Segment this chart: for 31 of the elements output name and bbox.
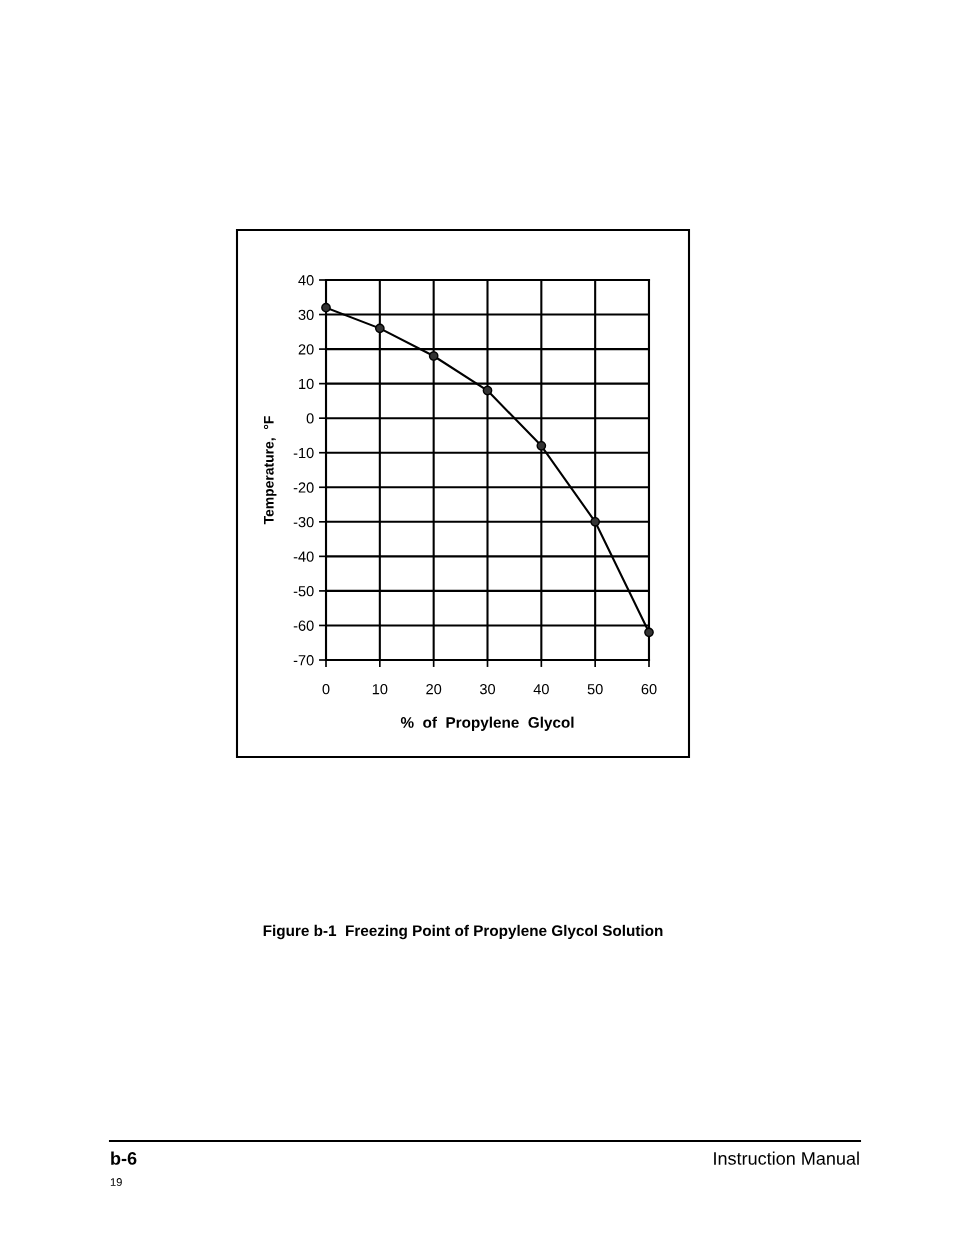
y-tick-label: -60: [293, 620, 314, 631]
x-tick-label: 50: [587, 684, 603, 695]
y-tick-label: -40: [293, 551, 314, 562]
y-tick-label: -70: [293, 655, 314, 666]
y-tick-label: 20: [298, 344, 314, 355]
point: [428, 351, 439, 361]
x-tick-label: 60: [641, 684, 657, 695]
point: [536, 440, 547, 451]
x-tick-label: 0: [322, 684, 330, 695]
point: [374, 323, 385, 334]
y-tick-label: 10: [299, 378, 314, 390]
y-tick-label: -10: [293, 447, 314, 459]
y-tick-label: -30: [293, 516, 314, 528]
y-tick-label: 30: [298, 309, 314, 320]
x-axis-title: % of Propylene Glycol: [400, 716, 574, 731]
text: 19: [110, 1178, 122, 1186]
point: [482, 385, 493, 396]
point: [644, 627, 654, 638]
x-tick-label: 40: [533, 684, 549, 695]
point: [590, 516, 601, 527]
text: Instruction Manual: [714, 1151, 859, 1165]
y-tick-label: -50: [293, 586, 314, 597]
text: Figure b-1 Freezing Point of Propylene Glycol Solution: [263, 924, 663, 940]
x-tick-label: 10: [372, 684, 388, 695]
y-axis-title: Temperature, °F: [263, 416, 277, 525]
x-tick-label: 30: [479, 684, 496, 695]
y-tick-label: 0: [306, 413, 314, 424]
y-tick-label: 40: [298, 275, 314, 286]
x-tick-label: 20: [426, 684, 442, 695]
y-tick-label: -20: [293, 482, 314, 493]
text: b-6: [111, 1151, 137, 1165]
